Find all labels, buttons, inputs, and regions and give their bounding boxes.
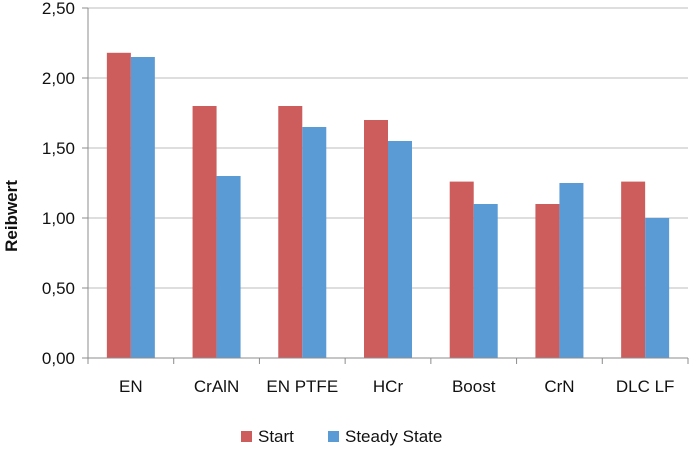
y-tick-label: 0,50	[42, 279, 75, 298]
legend-swatch	[241, 431, 252, 442]
bar-start-dlc-lf	[621, 181, 646, 358]
x-tick-label: Boost	[452, 377, 496, 396]
x-tick-label: CrAlN	[194, 377, 239, 396]
x-tick-labels: EN CrAlN EN PTFE HCr Boost CrN DLC LF	[119, 377, 674, 396]
bars	[106, 52, 670, 359]
bar-steady-state-crn	[559, 183, 584, 358]
bar-start-crn	[535, 204, 560, 358]
y-tick-label: 1,00	[42, 209, 75, 228]
x-tick-label: CrN	[544, 377, 574, 396]
legend-label: Steady State	[345, 427, 442, 446]
bar-steady-state-hcr	[388, 141, 412, 358]
x-tick-label: EN PTFE	[266, 377, 338, 396]
y-axis-title: Reibwert	[2, 180, 21, 252]
axes	[82, 7, 689, 364]
y-tick-label: 2,50	[42, 0, 75, 18]
x-tick-label: EN	[119, 377, 143, 396]
bar-start-boost	[449, 181, 474, 358]
bar-start-craln	[192, 106, 217, 358]
x-tick-label: HCr	[373, 377, 404, 396]
bar-start-hcr	[364, 120, 388, 358]
y-tick-labels: 0,00 0,50 1,00 1,50 2,00 2,50	[42, 0, 75, 368]
legend-swatch	[328, 431, 339, 442]
y-tick-label: 1,50	[42, 139, 75, 158]
bar-steady-state-en	[130, 57, 155, 358]
bar-steady-state-en-ptfe	[302, 127, 327, 358]
x-tick-label: DLC LF	[616, 377, 675, 396]
bar-start-en-ptfe	[278, 106, 303, 358]
y-tick-label: 0,00	[42, 349, 75, 368]
bar-start-en	[106, 52, 131, 359]
bar-steady-state-boost	[473, 204, 498, 358]
legend: Start Steady State	[241, 427, 442, 446]
bar-steady-state-dlc-lf	[645, 218, 670, 358]
legend-label: Start	[258, 427, 294, 446]
y-tick-label: 2,00	[42, 69, 75, 88]
bar-steady-state-craln	[216, 176, 241, 358]
